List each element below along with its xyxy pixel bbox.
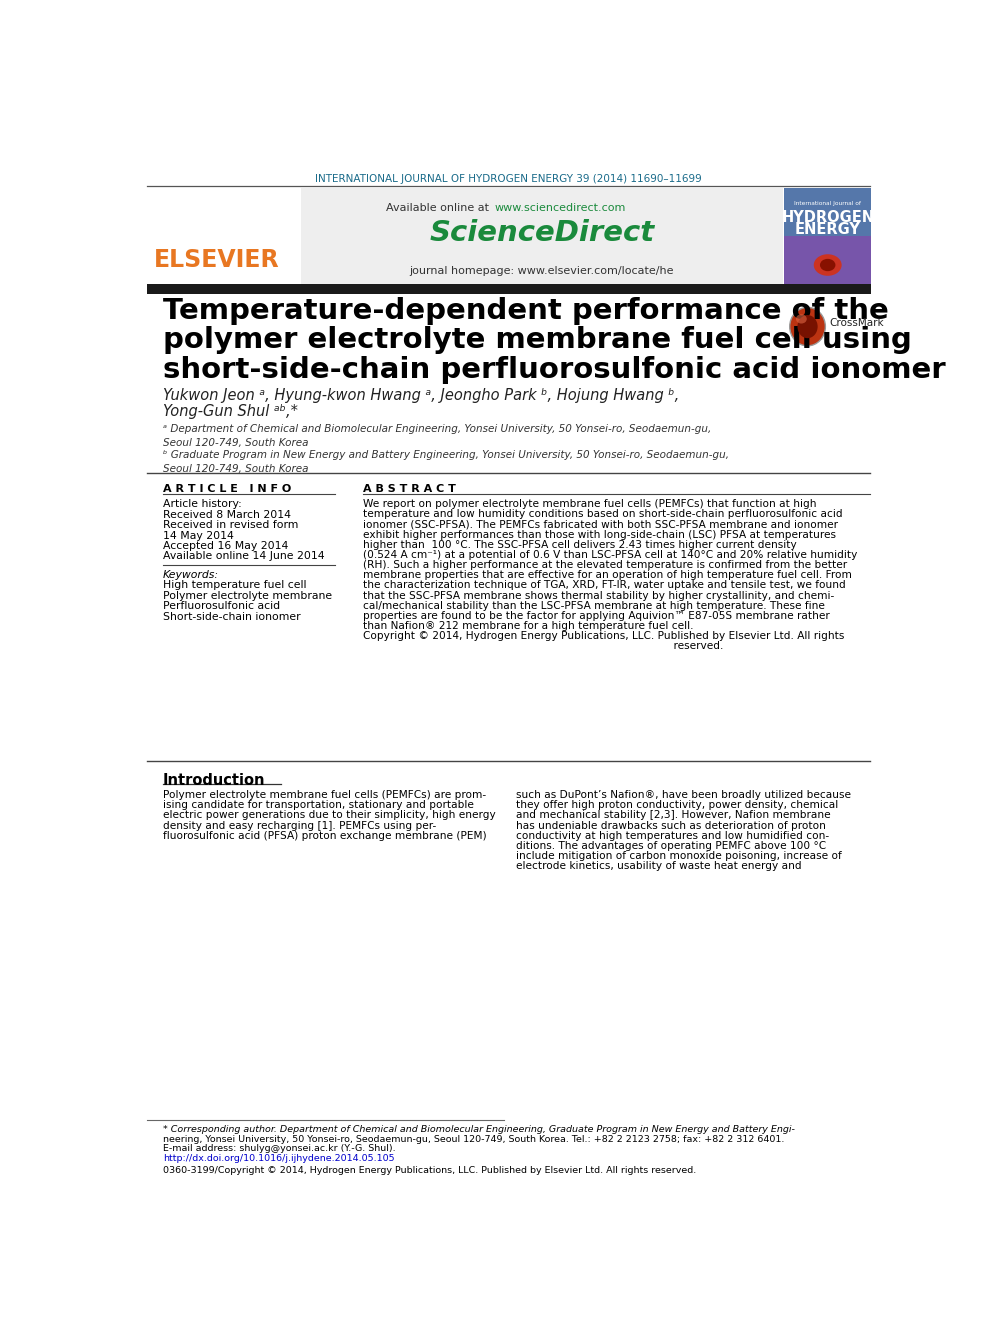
Text: reserved.: reserved. [363,642,723,651]
Text: ising candidate for transportation, stationary and portable: ising candidate for transportation, stat… [163,800,473,810]
Text: polymer electrolyte membrane fuel cell using: polymer electrolyte membrane fuel cell u… [163,327,912,355]
Text: Temperature-dependent performance of the: Temperature-dependent performance of the [163,298,889,325]
Ellipse shape [798,315,817,339]
Text: electrode kinetics, usability of waste heat energy and: electrode kinetics, usability of waste h… [516,861,802,872]
Text: journal homepage: www.elsevier.com/locate/he: journal homepage: www.elsevier.com/locat… [410,266,674,277]
Text: Perfluorosulfonic acid: Perfluorosulfonic acid [163,601,280,611]
Ellipse shape [813,254,841,275]
Text: CrossMark: CrossMark [829,318,884,328]
Text: Short-side-chain ionomer: Short-side-chain ionomer [163,611,301,622]
Text: ELSEVIER: ELSEVIER [154,249,280,273]
Text: fluorosulfonic acid (PFSA) proton exchange membrane (PEM): fluorosulfonic acid (PFSA) proton exchan… [163,831,486,841]
Text: A R T I C L E   I N F O: A R T I C L E I N F O [163,484,291,493]
Text: ENERGY: ENERGY [795,222,861,237]
Ellipse shape [820,259,835,271]
Text: ᵇ Graduate Program in New Energy and Battery Engineering, Yonsei University, 50 : ᵇ Graduate Program in New Energy and Bat… [163,450,729,474]
Text: cal/mechanical stability than the LSC-PFSA membrane at high temperature. These f: cal/mechanical stability than the LSC-PF… [363,601,824,611]
Text: and mechanical stability [2,3]. However, Nafion membrane: and mechanical stability [2,3]. However,… [516,811,830,820]
Text: 14 May 2014: 14 May 2014 [163,531,234,541]
Text: conductivity at high temperatures and low humidified con-: conductivity at high temperatures and lo… [516,831,829,841]
Text: electric power generations due to their simplicity, high energy: electric power generations due to their … [163,811,495,820]
Bar [785,188,871,284]
Ellipse shape [790,307,825,345]
Text: they offer high proton conductivity, power density, chemical: they offer high proton conductivity, pow… [516,800,838,810]
Ellipse shape [796,315,806,324]
Text: ScienceDirect: ScienceDirect [430,218,655,246]
Text: Keywords:: Keywords: [163,570,219,579]
Text: that the SSC-PFSA membrane shows thermal stability by higher crystallinity, and : that the SSC-PFSA membrane shows thermal… [363,590,834,601]
Text: membrane properties that are effective for an operation of high temperature fuel: membrane properties that are effective f… [363,570,851,581]
Text: * Corresponding author. Department of Chemical and Biomolecular Engineering, Gra: * Corresponding author. Department of Ch… [163,1125,795,1134]
Text: Available online 14 June 2014: Available online 14 June 2014 [163,552,324,561]
Text: (0.524 A cm⁻¹) at a potential of 0.6 V than LSC-PFSA cell at 140°C and 20% relat: (0.524 A cm⁻¹) at a potential of 0.6 V t… [363,550,857,560]
Text: has undeniable drawbacks such as deterioration of proton: has undeniable drawbacks such as deterio… [516,820,826,831]
Text: density and easy recharging [1]. PEMFCs using per-: density and easy recharging [1]. PEMFCs … [163,820,436,831]
Text: Received in revised form: Received in revised form [163,520,299,531]
Bar [785,235,871,284]
Text: ditions. The advantages of operating PEMFC above 100 °C: ditions. The advantages of operating PEM… [516,841,826,851]
Text: Available online at: Available online at [387,202,493,213]
Text: Yong-Gun Shul ᵃᵇ,*: Yong-Gun Shul ᵃᵇ,* [163,404,298,419]
Text: such as DuPont’s Nafion®, have been broadly utilized because: such as DuPont’s Nafion®, have been broa… [516,790,851,800]
Text: Polymer electrolyte membrane: Polymer electrolyte membrane [163,591,332,601]
Text: the characterization technique of TGA, XRD, FT-IR, water uptake and tensile test: the characterization technique of TGA, X… [363,581,845,590]
Text: than Nafion® 212 membrane for a high temperature fuel cell.: than Nafion® 212 membrane for a high tem… [363,620,693,631]
Bar [301,188,783,284]
Text: Accepted 16 May 2014: Accepted 16 May 2014 [163,541,288,552]
Text: properties are found to be the factor for applying Aquivion™ E87-05S membrane ra: properties are found to be the factor fo… [363,611,829,620]
Text: International Journal of: International Journal of [795,201,861,206]
Text: www.sciencedirect.com: www.sciencedirect.com [494,202,626,213]
Text: INTERNATIONAL JOURNAL OF HYDROGEN ENERGY 39 (2014) 11690–11699: INTERNATIONAL JOURNAL OF HYDROGEN ENERGY… [315,173,701,184]
Text: higher than  100 °C. The SSC-PFSA cell delivers 2.43 times higher current densit: higher than 100 °C. The SSC-PFSA cell de… [363,540,797,550]
Text: We report on polymer electrolyte membrane fuel cells (PEMFCs) that function at h: We report on polymer electrolyte membran… [363,499,816,509]
Text: (RH). Such a higher performance at the elevated temperature is confirmed from th: (RH). Such a higher performance at the e… [363,560,847,570]
Text: neering, Yonsei University, 50 Yonsei-ro, Seodaemun-gu, Seoul 120-749, South Kor: neering, Yonsei University, 50 Yonsei-ro… [163,1135,784,1144]
Text: A B S T R A C T: A B S T R A C T [363,484,455,493]
Text: 0360-3199/Copyright © 2014, Hydrogen Energy Publications, LLC. Published by Else: 0360-3199/Copyright © 2014, Hydrogen Ene… [163,1166,696,1175]
Text: Yukwon Jeon ᵃ, Hyung-kwon Hwang ᵃ, Jeongho Park ᵇ, Hojung Hwang ᵇ,: Yukwon Jeon ᵃ, Hyung-kwon Hwang ᵃ, Jeong… [163,389,679,404]
Text: High temperature fuel cell: High temperature fuel cell [163,581,307,590]
Text: short-side-chain perfluorosulfonic acid ionomer: short-side-chain perfluorosulfonic acid … [163,356,945,384]
Text: Polymer electrolyte membrane fuel cells (PEMFCs) are prom-: Polymer electrolyte membrane fuel cells … [163,790,486,800]
Text: Introduction: Introduction [163,773,265,789]
Text: Received 8 March 2014: Received 8 March 2014 [163,509,291,520]
Text: include mitigation of carbon monoxide poisoning, increase of: include mitigation of carbon monoxide po… [516,851,842,861]
Text: ionomer (SSC-PFSA). The PEMFCs fabricated with both SSC-PFSA membrane and ionome: ionomer (SSC-PFSA). The PEMFCs fabricate… [363,520,837,529]
Text: temperature and low humidity conditions based on short-side-chain perfluorosulfo: temperature and low humidity conditions … [363,509,842,519]
Text: ᵃ Department of Chemical and Biomolecular Engineering, Yonsei University, 50 Yon: ᵃ Department of Chemical and Biomolecula… [163,425,711,448]
Text: exhibit higher performances than those with long-side-chain (LSC) PFSA at temper: exhibit higher performances than those w… [363,529,835,540]
Bar [147,284,871,294]
Text: http://dx.doi.org/10.1016/j.ijhydene.2014.05.105: http://dx.doi.org/10.1016/j.ijhydene.201… [163,1154,395,1163]
Text: E-mail address: shulyg@yonsei.ac.kr (Y.-G. Shul).: E-mail address: shulyg@yonsei.ac.kr (Y.-… [163,1144,396,1154]
Text: Article history:: Article history: [163,499,241,509]
Text: HYDROGEN: HYDROGEN [781,210,874,225]
Text: Copyright © 2014, Hydrogen Energy Publications, LLC. Published by Elsevier Ltd. : Copyright © 2014, Hydrogen Energy Public… [363,631,844,642]
